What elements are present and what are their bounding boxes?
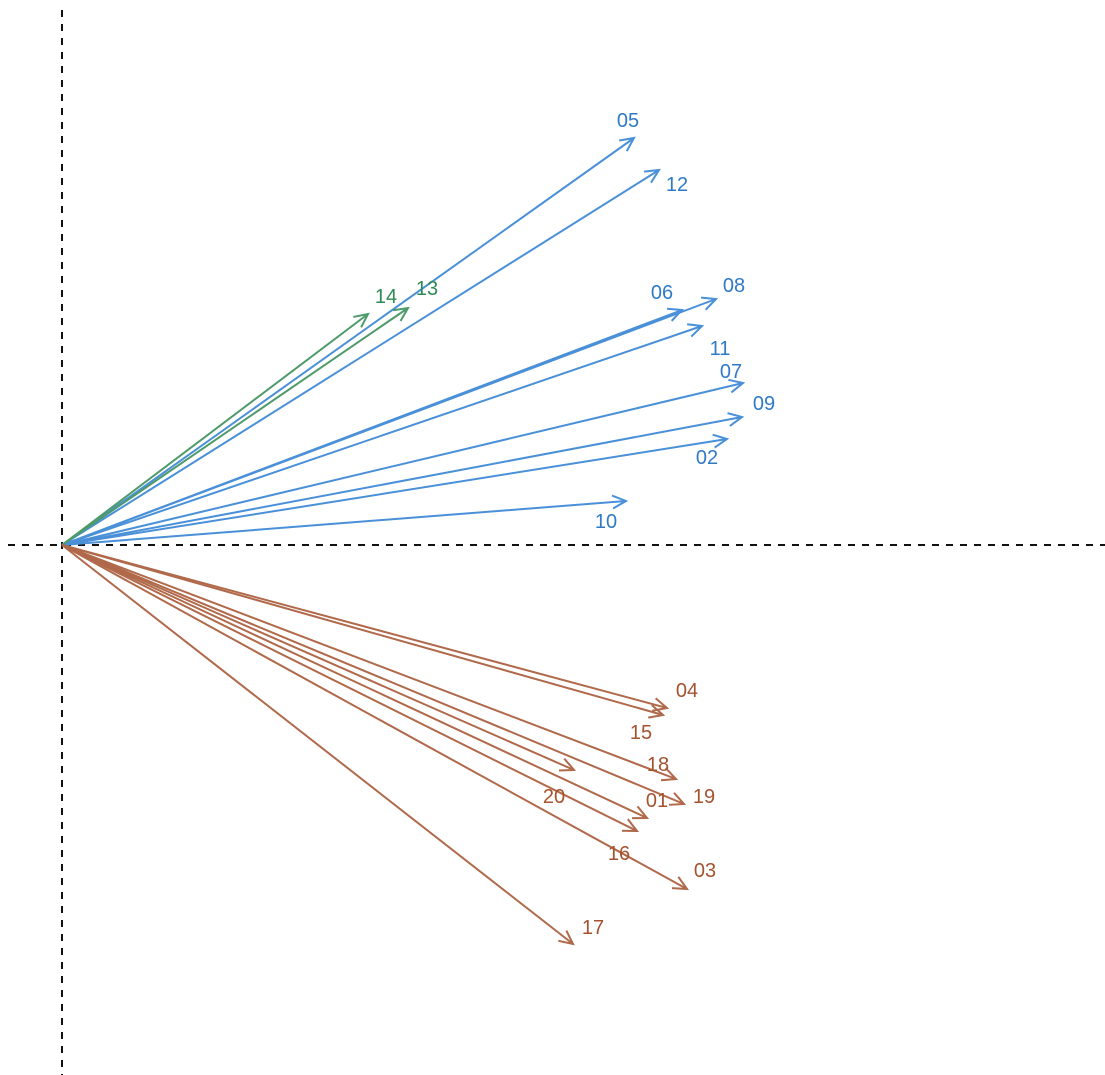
vector-18 [61, 544, 679, 782]
vector-11 [61, 323, 705, 546]
vector-label-15: 15 [630, 722, 652, 744]
vector-line-15 [61, 544, 664, 716]
arrowhead-15 [648, 704, 666, 719]
vector-label-03: 03 [694, 860, 716, 882]
vector-label-13: 13 [416, 278, 438, 300]
arrowhead-14 [353, 312, 370, 328]
vector-label-14: 14 [375, 286, 397, 308]
vector-line-04 [61, 544, 668, 709]
vector-label-01: 01 [646, 790, 668, 812]
vector-line-02 [61, 438, 728, 546]
vector-label-04: 04 [676, 680, 698, 702]
arrowhead-18 [660, 767, 679, 782]
arrowhead-01 [631, 805, 650, 820]
vector-06 [61, 307, 685, 546]
vector-05 [61, 136, 636, 546]
vector-label-07: 07 [720, 361, 742, 383]
vector-label-20: 20 [543, 786, 565, 808]
vector-label-05: 05 [617, 110, 639, 132]
vector-line-01 [61, 544, 648, 819]
vector-label-02: 02 [696, 447, 718, 469]
vector-line-19 [61, 544, 685, 805]
vector-line-14 [61, 313, 369, 546]
vector-line-09 [61, 416, 743, 546]
vector-12 [61, 168, 661, 546]
vector-line-03 [61, 544, 688, 890]
vector-line-20 [61, 544, 575, 771]
vector-line-16 [61, 544, 638, 832]
vector-02 [61, 433, 730, 546]
arrowhead-02 [712, 433, 730, 449]
arrowhead-16 [621, 818, 640, 833]
vector-label-17: 17 [582, 917, 604, 939]
vector-line-05 [61, 137, 635, 546]
vector-line-10 [61, 500, 627, 546]
arrowhead-12 [643, 168, 661, 184]
vector-label-19: 19 [693, 786, 715, 808]
vector-17 [61, 544, 575, 946]
vector-line-06 [61, 309, 683, 546]
vector-label-12: 12 [666, 174, 688, 196]
vector-line-07 [61, 382, 744, 546]
arrowhead-20 [558, 757, 577, 772]
vector-16 [61, 544, 640, 833]
vector-label-18: 18 [647, 754, 669, 776]
arrowhead-19 [668, 792, 687, 806]
vector-03 [61, 544, 690, 891]
vector-label-10: 10 [595, 511, 617, 533]
arrowhead-13 [393, 306, 410, 322]
vector-label-08: 08 [723, 275, 745, 297]
vector-label-11: 11 [710, 338, 731, 360]
arrowhead-03 [671, 876, 690, 891]
vector-07 [61, 378, 746, 546]
vector-line-17 [61, 544, 574, 945]
vector-01 [61, 544, 650, 820]
vector-09 [61, 412, 745, 546]
vector-line-18 [61, 544, 677, 780]
vector-10 [61, 494, 629, 546]
arrowhead-08 [700, 296, 719, 311]
vector-line-11 [61, 325, 703, 546]
vector-line-12 [61, 169, 660, 546]
vector-label-16: 16 [608, 843, 630, 865]
arrowhead-07 [728, 378, 746, 394]
vector-19 [61, 544, 687, 806]
vector-label-06: 06 [651, 282, 673, 304]
vector-15 [61, 544, 666, 719]
vector-20 [61, 544, 577, 772]
vector-14 [61, 312, 370, 546]
vector-arrows [61, 136, 746, 946]
vector-label-09: 09 [753, 393, 775, 415]
arrowhead-11 [686, 323, 705, 338]
arrowhead-05 [619, 136, 636, 152]
vector-13 [61, 306, 410, 546]
arrowhead-09 [727, 412, 745, 427]
vector-line-13 [61, 307, 409, 546]
arrowhead-06 [666, 307, 685, 322]
arrowhead-10 [611, 494, 629, 510]
arrowhead-17 [558, 930, 575, 946]
